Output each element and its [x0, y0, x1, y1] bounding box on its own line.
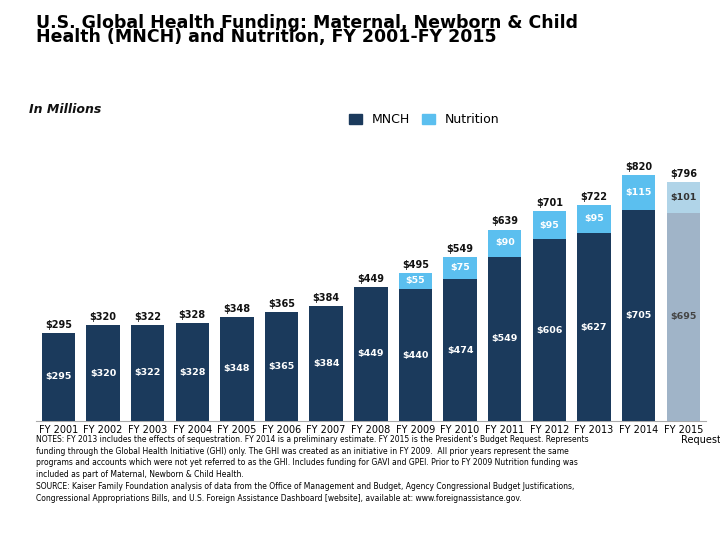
Text: $820: $820 — [625, 162, 652, 172]
Bar — [444, 256, 477, 279]
Text: $474: $474 — [447, 346, 473, 355]
Text: included as part of Maternal, Newborn & Child Health.: included as part of Maternal, Newborn & … — [36, 470, 244, 480]
Bar — [622, 175, 655, 210]
Bar — [577, 233, 611, 421]
Text: Health (MNCH) and Nutrition, FY 2001-FY 2015: Health (MNCH) and Nutrition, FY 2001-FY … — [36, 28, 497, 46]
Text: $348: $348 — [224, 364, 250, 374]
Text: $101: $101 — [670, 193, 696, 202]
Text: $320: $320 — [90, 369, 116, 377]
Text: $695: $695 — [670, 313, 696, 321]
Bar — [354, 287, 387, 421]
Text: programs and accounts which were not yet referred to as the GHI. Includes fundin: programs and accounts which were not yet… — [36, 458, 578, 468]
Text: funding through the Global Health Initiative (GHI) only. The GHI was created as : funding through the Global Health Initia… — [36, 447, 569, 456]
Text: $295: $295 — [45, 320, 72, 330]
Bar — [399, 289, 432, 421]
Text: $449: $449 — [358, 349, 384, 359]
Text: $449: $449 — [357, 273, 384, 284]
Text: In Millions: In Millions — [30, 103, 102, 116]
Text: $55: $55 — [405, 276, 426, 286]
Bar — [399, 273, 432, 289]
Bar — [488, 256, 521, 421]
Text: $549: $549 — [446, 244, 474, 253]
Text: $328: $328 — [179, 310, 206, 320]
Text: $95: $95 — [539, 221, 559, 230]
Bar — [444, 279, 477, 421]
Text: $796: $796 — [670, 170, 697, 179]
Text: $365: $365 — [269, 362, 294, 371]
Bar — [131, 325, 164, 421]
Text: $549: $549 — [492, 334, 518, 343]
Text: $627: $627 — [581, 322, 607, 332]
Text: $495: $495 — [402, 260, 429, 269]
Text: $701: $701 — [536, 198, 563, 208]
Text: THE HENRY J.: THE HENRY J. — [648, 461, 680, 466]
Bar — [667, 183, 700, 213]
Text: $322: $322 — [135, 368, 161, 377]
Text: $722: $722 — [580, 192, 608, 201]
Bar — [667, 213, 700, 421]
Bar — [488, 230, 521, 256]
Bar — [86, 325, 120, 421]
Text: NOTES: FY 2013 includes the effects of sequestration. FY 2014 is a preliminary e: NOTES: FY 2013 includes the effects of s… — [36, 435, 589, 444]
Bar — [42, 333, 75, 421]
Text: $90: $90 — [495, 239, 515, 247]
Text: SOURCE: Kaiser Family Foundation analysis of data from the Office of Management : SOURCE: Kaiser Family Foundation analysi… — [36, 482, 575, 491]
Text: $606: $606 — [536, 326, 562, 335]
Text: $328: $328 — [179, 368, 205, 376]
Text: $384: $384 — [313, 359, 339, 368]
Text: Congressional Appropriations Bills, and U.S. Foreign Assistance Dashboard [websi: Congressional Appropriations Bills, and … — [36, 494, 521, 503]
Bar — [220, 317, 253, 421]
Legend: MNCH, Nutrition: MNCH, Nutrition — [344, 108, 505, 131]
Text: $295: $295 — [45, 373, 71, 381]
Bar — [533, 211, 566, 239]
Text: $115: $115 — [626, 188, 652, 197]
Text: $95: $95 — [584, 214, 604, 224]
Text: $384: $384 — [312, 293, 340, 303]
Bar — [176, 323, 209, 421]
Text: $365: $365 — [268, 299, 295, 309]
Text: $639: $639 — [491, 217, 518, 226]
Text: $75: $75 — [450, 263, 470, 272]
Text: U.S. Global Health Funding: Maternal, Newborn & Child: U.S. Global Health Funding: Maternal, Ne… — [36, 14, 578, 31]
Bar — [622, 210, 655, 421]
Bar — [577, 205, 611, 233]
Text: $320: $320 — [89, 312, 117, 322]
Text: FOUNDATION: FOUNDATION — [641, 517, 688, 522]
Text: KAISER: KAISER — [639, 476, 690, 489]
Text: $705: $705 — [626, 311, 652, 320]
Text: $322: $322 — [134, 312, 161, 322]
Text: $348: $348 — [223, 304, 251, 314]
Bar — [310, 306, 343, 421]
Bar — [265, 312, 298, 421]
Text: Request: Request — [681, 435, 720, 445]
Text: $440: $440 — [402, 350, 428, 360]
Bar — [533, 239, 566, 421]
Text: FAMILY: FAMILY — [640, 495, 688, 508]
